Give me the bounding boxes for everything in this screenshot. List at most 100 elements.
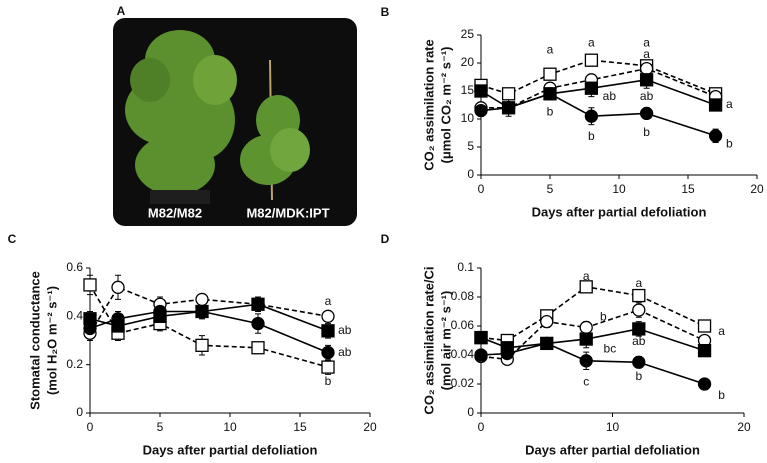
y-tick-label: 0.1: [457, 260, 474, 274]
panel-letter: D: [381, 232, 390, 246]
marker: [474, 84, 488, 98]
marker: [540, 336, 554, 351]
x-tick-label: 5: [547, 182, 554, 196]
annotation: a: [588, 36, 595, 50]
y-axis-title: (mol H₂O m⁻² s⁻¹): [44, 286, 59, 395]
x-tick-label: 10: [606, 420, 620, 434]
marker: [474, 330, 488, 345]
marker: [540, 314, 554, 329]
x-tick-label: 5: [157, 420, 164, 434]
marker: [579, 320, 593, 335]
marker: [500, 346, 514, 361]
annotation: b: [635, 369, 642, 383]
annotation: c: [583, 375, 589, 389]
series-line: [480, 92, 716, 137]
annotation: a: [643, 36, 650, 50]
annotation: ab: [640, 89, 654, 103]
series-line: [480, 59, 716, 95]
series-line: [89, 286, 329, 334]
series-line: [481, 67, 716, 109]
annotation: ab: [603, 89, 617, 103]
plant-left: [125, 30, 237, 195]
y-tick-label: 0.02: [451, 376, 475, 390]
annotation: a: [547, 42, 554, 56]
marker: [83, 278, 97, 292]
marker: [474, 103, 488, 118]
marker: [321, 309, 335, 323]
marker: [251, 341, 265, 355]
annotation: bc: [604, 341, 617, 355]
marker: [153, 304, 167, 319]
y-axis-title: (μmol CO₂ m⁻² s⁻¹): [438, 46, 453, 163]
marker: [584, 81, 599, 95]
marker: [111, 280, 125, 294]
x-tick-label: 20: [750, 182, 764, 196]
marker: [632, 288, 646, 303]
marker: [543, 87, 557, 101]
y-tick-label: 0.04: [451, 347, 475, 361]
x-tick-label: 0: [478, 420, 485, 434]
annotation: b: [726, 136, 733, 150]
annotation: a: [583, 269, 590, 283]
photo-label: M82/MDK:IPT: [246, 205, 329, 220]
annotation: ab: [338, 345, 352, 359]
x-axis-title: Days after partial defoliation: [143, 442, 318, 457]
series-line: [89, 284, 329, 368]
marker: [321, 324, 335, 338]
annotation: b: [718, 388, 725, 402]
photo-label: M82/M82: [148, 205, 202, 220]
plant-right: [240, 95, 310, 185]
x-tick-label: 10: [223, 420, 237, 434]
marker: [632, 355, 646, 369]
annotation: a: [635, 276, 642, 290]
marker: [195, 292, 209, 307]
photo: M82/M82 M82/MDK:IPT: [113, 18, 357, 226]
marker: [83, 321, 97, 336]
marker: [697, 343, 712, 358]
marker: [639, 73, 654, 87]
y-tick-label: 0.08: [451, 289, 475, 303]
series-line: [480, 286, 705, 342]
annotation: b: [325, 374, 332, 388]
annotation: ab: [632, 334, 646, 348]
x-tick-label: 15: [681, 182, 695, 196]
y-tick-label: 0: [467, 167, 474, 181]
y-tick-label: 10: [461, 111, 475, 125]
series-line: [480, 309, 705, 361]
marker: [697, 319, 712, 333]
marker: [632, 322, 646, 336]
x-tick-label: 0: [87, 420, 94, 434]
y-tick-label: 0.2: [66, 357, 83, 371]
panel-letter: C: [8, 232, 17, 246]
annotation: b: [643, 125, 650, 139]
marker: [697, 377, 712, 391]
marker: [474, 348, 488, 362]
y-tick-label: 0.06: [451, 318, 475, 332]
marker: [579, 332, 593, 346]
annotation: b: [547, 104, 554, 118]
y-tick-label: 0: [76, 405, 83, 419]
marker: [195, 304, 209, 319]
annotation: a: [643, 47, 650, 61]
marker: [111, 312, 125, 326]
panel-letter: A: [117, 4, 126, 18]
marker: [501, 87, 516, 101]
marker: [639, 106, 654, 121]
x-tick-label: 15: [293, 420, 307, 434]
marker: [584, 53, 599, 67]
marker: [543, 67, 557, 81]
pot: [150, 190, 210, 204]
marker: [251, 297, 265, 311]
annotation: a: [718, 324, 725, 338]
annotation: a: [325, 294, 332, 308]
marker: [639, 61, 654, 76]
marker: [584, 109, 599, 123]
marker: [579, 280, 593, 294]
y-tick-label: 0: [467, 405, 474, 419]
x-tick-label: 20: [737, 420, 751, 434]
x-tick-label: 0: [478, 182, 485, 196]
marker: [632, 303, 646, 317]
x-axis-title: Days after partial defoliation: [532, 204, 707, 219]
annotation: a: [726, 97, 733, 111]
